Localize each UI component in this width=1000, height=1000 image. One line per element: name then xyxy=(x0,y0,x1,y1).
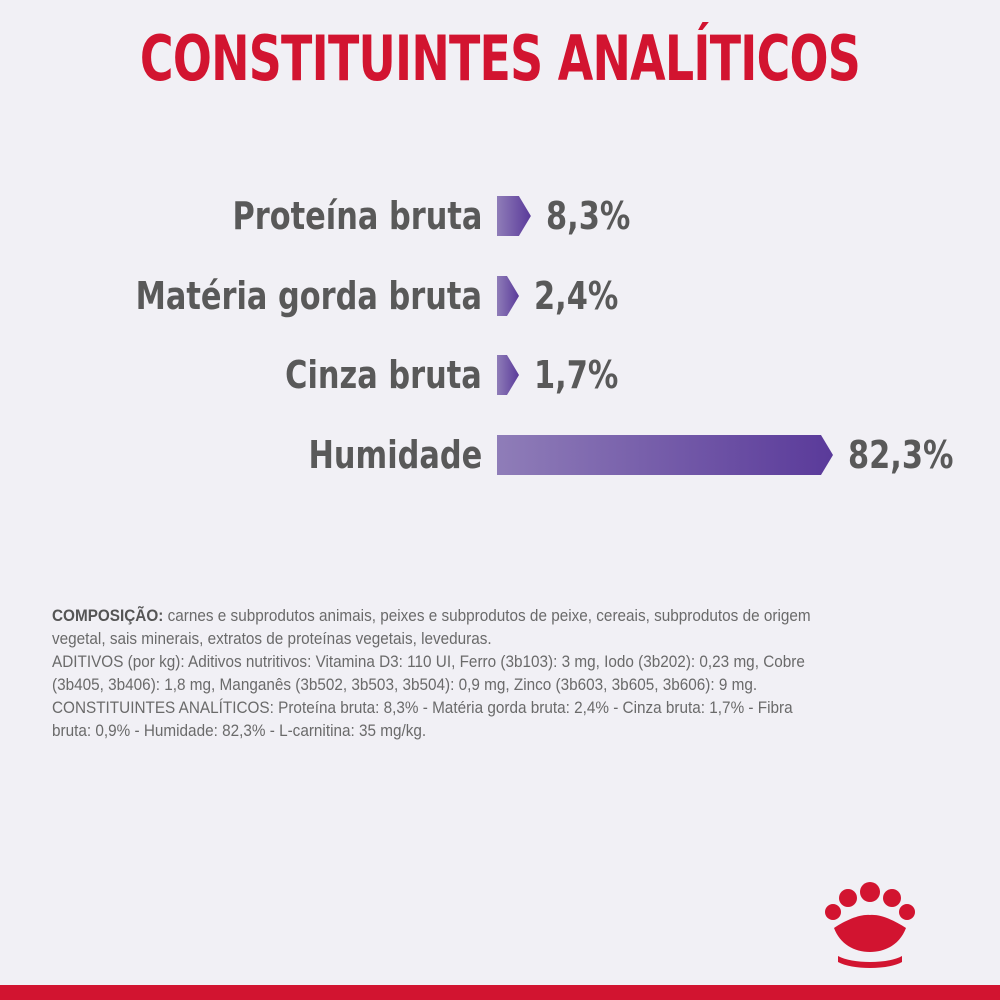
chart-title: CONSTITUINTES ANALÍTICOS xyxy=(139,22,861,95)
bar-row-materia-gorda: Matéria gorda bruta 2,4% xyxy=(0,272,1000,320)
bar-0 xyxy=(497,196,531,236)
bar-3 xyxy=(497,435,833,475)
category-label: Proteína bruta xyxy=(232,194,482,238)
value-label: 1,7% xyxy=(534,353,619,397)
additives-paragraph: ADITIVOS (por kg): Aditivos nutritivos: … xyxy=(52,652,805,694)
analytical-paragraph: CONSTITUINTES ANALÍTICOS: Proteína bruta… xyxy=(52,698,793,740)
composition-label: COMPOSIÇÃO: xyxy=(52,606,164,625)
bar-row-humidade: Humidade 82,3% xyxy=(0,431,1000,479)
bar-row-proteina: Proteína bruta 8,3% xyxy=(0,192,1000,240)
category-label: Cinza bruta xyxy=(285,353,482,397)
royal-canin-crown-logo-icon xyxy=(825,882,915,968)
bar-svg xyxy=(497,196,531,236)
brand-bottom-bar xyxy=(0,985,1000,1000)
value-label: 2,4% xyxy=(534,274,619,318)
category-label: Matéria gorda bruta xyxy=(135,274,482,318)
bar-row-cinza: Cinza bruta 1,7% xyxy=(0,351,1000,399)
value-label: 8,3% xyxy=(545,194,631,238)
bar-svg xyxy=(497,435,833,475)
value-label: 82,3% xyxy=(848,433,954,477)
composition-paragraph: COMPOSIÇÃO: carnes e subprodutos animais… xyxy=(52,604,817,650)
composition-text: COMPOSIÇÃO: carnes e subprodutos animais… xyxy=(52,604,817,742)
bar-svg xyxy=(497,355,519,395)
composition-body: carnes e subprodutos animais, peixes e s… xyxy=(52,606,811,648)
bar-svg xyxy=(497,276,519,316)
category-label: Humidade xyxy=(308,433,482,477)
bar-1 xyxy=(497,276,519,316)
bar-2 xyxy=(497,355,519,395)
